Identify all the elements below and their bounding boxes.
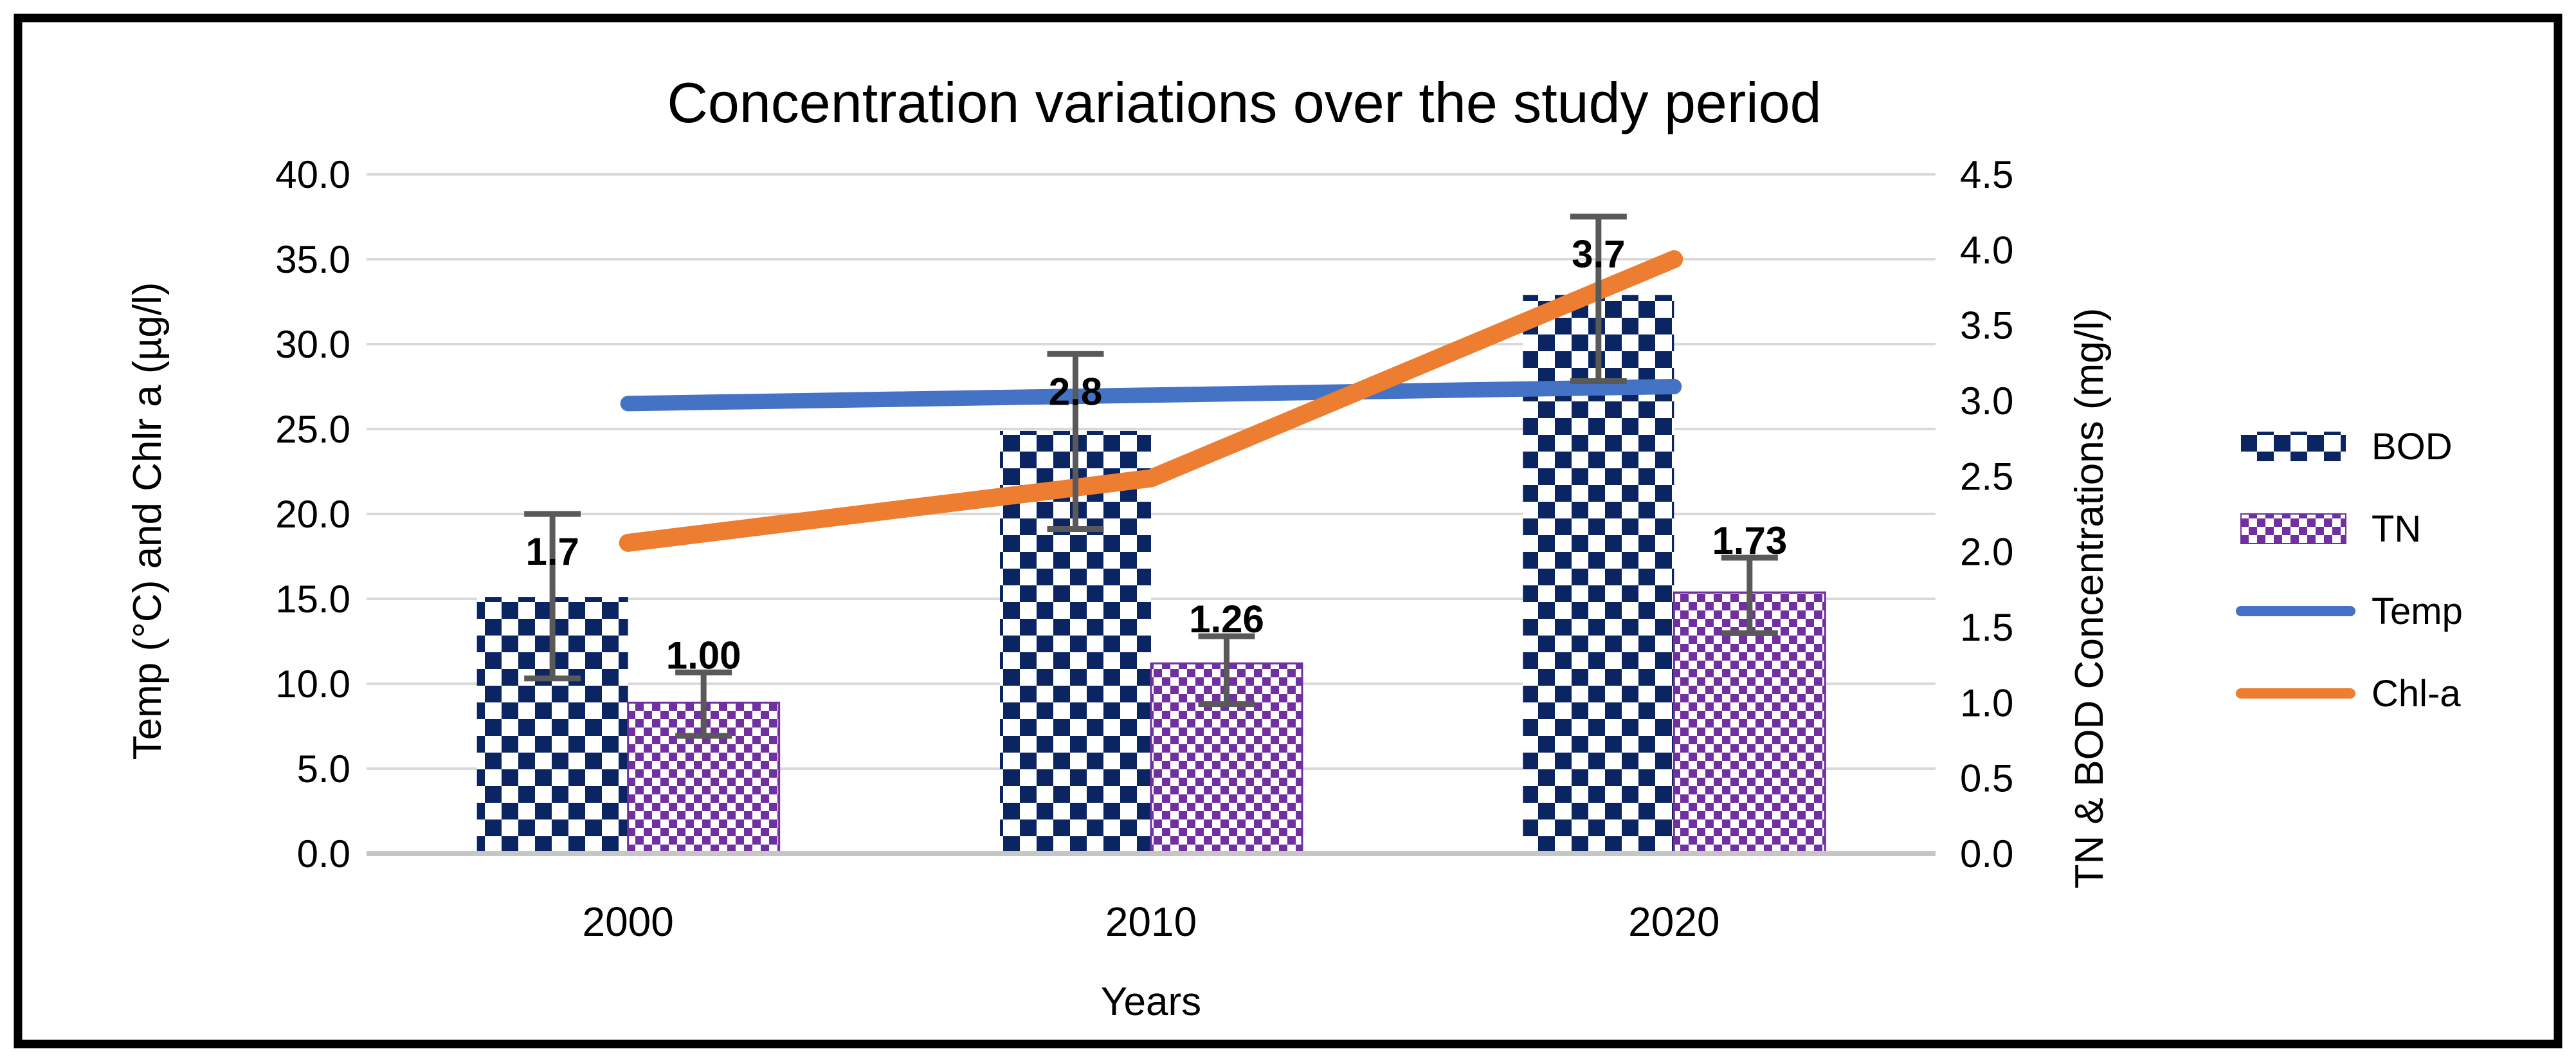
legend-item-bod: BOD <box>2241 426 2453 468</box>
left-tick-label: 0.0 <box>297 832 350 875</box>
x-axis-title: Years <box>1101 980 1201 1024</box>
x-tick-label-2010: 2010 <box>1105 899 1197 945</box>
error-bars <box>524 214 1778 739</box>
left-tick-label: 25.0 <box>275 408 350 451</box>
right-tick-label: 3.0 <box>1960 380 2013 423</box>
legend-item-chl-a: Chl-a <box>2236 673 2461 715</box>
outer-frame <box>14 14 2562 1048</box>
data-label-tn-2010: 1.26 <box>1189 598 1264 641</box>
right-tick-label: 2.0 <box>1960 531 2013 574</box>
data-label-tn-2020: 1.73 <box>1712 519 1787 562</box>
left-tick-label: 40.0 <box>275 153 350 196</box>
legend-swatch-bod <box>2241 432 2346 461</box>
legend-swatch-tn <box>2240 513 2346 544</box>
right-tick-label: 1.0 <box>1960 681 2013 724</box>
data-label-bod-2010: 2.8 <box>1049 370 1102 413</box>
right-axis-ticks: 4.5 4.0 3.5 3.0 2.5 2.0 1.5 1.0 0.5 0.0 <box>1960 153 2013 875</box>
line-temp <box>620 379 1682 412</box>
right-axis-title: TN & BOD Concentrations (mg/l) <box>2067 308 2112 889</box>
left-tick-label: 5.0 <box>297 747 350 791</box>
legend: BOD TN Temp Chl-a <box>2236 426 2463 715</box>
left-tick-label: 10.0 <box>275 663 350 706</box>
right-tick-label: 3.5 <box>1960 304 2013 347</box>
legend-item-tn: TN <box>2240 508 2421 550</box>
right-tick-label: 0.0 <box>1960 832 2013 875</box>
legend-label-tn: TN <box>2372 508 2421 550</box>
x-axis-ticks: 2000 2010 2020 <box>582 899 1719 945</box>
left-tick-label: 20.0 <box>275 493 350 536</box>
left-axis-ticks: 40.0 35.0 30.0 25.0 20.0 15.0 10.0 5.0 0.0 <box>275 153 350 875</box>
right-tick-label: 2.5 <box>1960 455 2013 498</box>
line-chl-a <box>619 250 1683 552</box>
data-label-tn-2000: 1.00 <box>666 634 741 677</box>
right-tick-label: 1.5 <box>1960 606 2013 649</box>
right-tick-label: 0.5 <box>1960 757 2013 800</box>
chart-title: Concentration variations over the study … <box>667 71 1821 134</box>
left-axis-title: Temp (°C) and Chlr a (µg/l) <box>125 282 170 760</box>
right-tick-label: 4.5 <box>1960 153 2013 196</box>
left-tick-label: 35.0 <box>275 238 350 281</box>
x-tick-label-2020: 2020 <box>1628 899 1719 945</box>
left-tick-label: 30.0 <box>275 323 350 366</box>
data-label-bod-2000: 1.7 <box>525 530 579 573</box>
data-labels: 1.7 2.8 3.7 1.00 1.26 1.73 <box>525 233 1787 677</box>
line-series <box>619 250 1683 552</box>
legend-label-temp: Temp <box>2372 591 2463 632</box>
data-label-bod-2020: 3.7 <box>1572 233 1625 276</box>
legend-label-bod: BOD <box>2372 426 2453 468</box>
legend-label-chl-a: Chl-a <box>2372 673 2461 715</box>
right-tick-label: 4.0 <box>1960 228 2013 271</box>
x-tick-label-2000: 2000 <box>582 899 673 945</box>
legend-item-temp: Temp <box>2236 591 2463 632</box>
left-tick-label: 15.0 <box>275 578 350 621</box>
